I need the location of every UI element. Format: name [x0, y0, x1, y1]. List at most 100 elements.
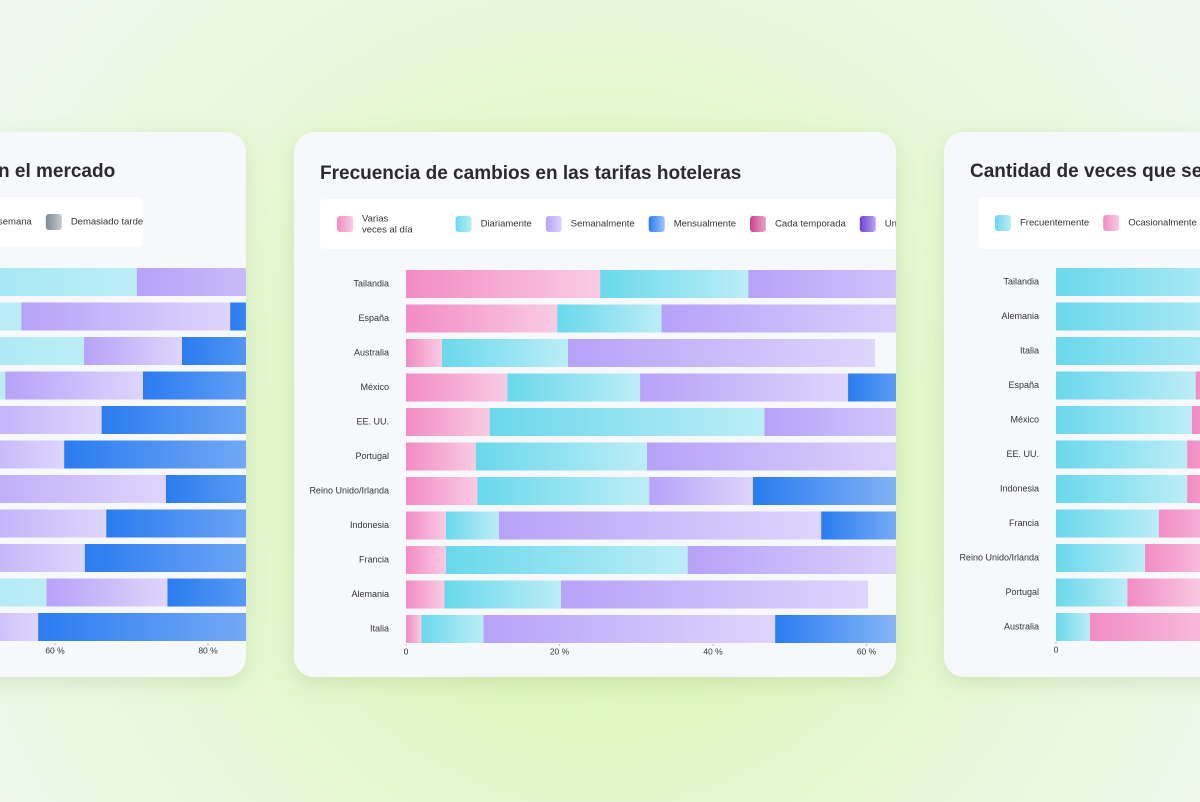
- bar-segment: [46, 578, 168, 607]
- bar-segment: [475, 442, 647, 471]
- category-label: Portugal: [1005, 587, 1039, 597]
- category-label: Reino Unido/Irlanda: [309, 485, 389, 495]
- bar-segment: [406, 304, 558, 333]
- legend-label: Ocasionalmente: [1128, 218, 1197, 229]
- legend-swatch: [859, 216, 876, 232]
- x-tick-label: 80 %: [198, 645, 218, 655]
- chart-title: Cantidad de veces que se: [970, 161, 1200, 182]
- category-label: Tailandia: [353, 278, 389, 288]
- bar-segment: [0, 440, 65, 469]
- bar-segment: [445, 511, 499, 540]
- bar-segment: [1187, 440, 1200, 469]
- bar-segment: [477, 477, 650, 505]
- bar-segment: [406, 546, 446, 574]
- legend-label: Mensualmente: [674, 219, 736, 230]
- x-tick-label: 0: [404, 646, 409, 656]
- bar-segment: [0, 475, 166, 503]
- bar-segment: [181, 337, 246, 365]
- bar-segment: [406, 511, 446, 540]
- bar-segment: [406, 408, 490, 436]
- category-label: Alemania: [351, 589, 389, 599]
- legend-swatch: [648, 216, 665, 232]
- bar-segment: [1056, 268, 1200, 296]
- chart-title: n el mercado: [0, 161, 115, 182]
- category-label: Portugal: [355, 451, 389, 461]
- category-label: Indonesia: [350, 520, 389, 530]
- category-label: México: [360, 382, 389, 392]
- category-label: Australia: [354, 347, 389, 357]
- bar-segment: [106, 509, 246, 538]
- bar-segment: [84, 337, 182, 365]
- bar-segment: [142, 371, 246, 400]
- bar-segment: [661, 304, 896, 333]
- bar-segment: [406, 442, 476, 471]
- bar-segment: [38, 613, 246, 641]
- bar-segment: [640, 373, 849, 402]
- bar-segment: [406, 270, 601, 298]
- legend-label: Demasiado tarde: [71, 217, 143, 228]
- x-tick-label: 60 %: [45, 645, 65, 655]
- bar-segment: [1056, 509, 1159, 538]
- legend-swatch: [455, 216, 472, 232]
- legend-box: [320, 199, 896, 249]
- bar-segment: [0, 613, 39, 641]
- x-tick-label: 20 %: [550, 646, 570, 656]
- bar-segment: [165, 475, 246, 503]
- bar-segment: [0, 509, 107, 538]
- bar-segment: [64, 440, 246, 469]
- bar-segment: [406, 373, 508, 402]
- bar-segment: [821, 511, 896, 540]
- chart-card: Frecuencia de cambios en las tarifas hot…: [309, 163, 948, 656]
- bar-segment: [1191, 406, 1200, 434]
- bar-segment: [1187, 475, 1200, 503]
- bar-segment: [444, 580, 562, 609]
- category-label: Francia: [359, 554, 389, 564]
- legend-swatch: [995, 215, 1011, 231]
- chart-title: Frecuencia de cambios en las tarifas hot…: [320, 163, 741, 184]
- chart-card: n el mercado semana Demasiado tarde 60 % 80 …: [0, 161, 246, 655]
- chart-card: Cantidad de veces que se Frecuentemente Oc…: [959, 161, 1200, 654]
- bar-segment: [483, 615, 776, 643]
- legend-swatch: [545, 216, 562, 232]
- bar-segment: [507, 373, 641, 402]
- category-label: Tailandia: [1003, 276, 1039, 286]
- bar-segment: [5, 371, 143, 400]
- bar-segment: [752, 477, 896, 505]
- bar-segment: [442, 339, 568, 367]
- bar-segment: [0, 578, 47, 607]
- bar-segment: [1056, 613, 1090, 641]
- category-label: España: [358, 313, 389, 323]
- bar-segment: [567, 339, 875, 367]
- category-label: México: [1010, 414, 1039, 424]
- category-label: Australia: [1004, 621, 1039, 631]
- bar-segment: [445, 546, 688, 574]
- bar-segment: [0, 544, 85, 572]
- legend-label: Cada temporada: [775, 219, 846, 230]
- bar-segment: [646, 442, 896, 471]
- legend-label: Semanalmente: [571, 219, 635, 230]
- bar-segment: [1089, 613, 1200, 641]
- bar-segment: [1056, 302, 1200, 331]
- bar-segment: [1145, 544, 1200, 572]
- category-label: EE. UU.: [356, 416, 389, 426]
- category-label: Reino Unido/Irlanda: [959, 552, 1039, 562]
- legend-swatch: [1103, 215, 1120, 231]
- bar-segment: [1056, 371, 1196, 400]
- bar-segment: [1158, 509, 1200, 538]
- bar-segment: [848, 373, 896, 402]
- bar-segment: [0, 406, 102, 434]
- legend-label: Frecuentemente: [1020, 218, 1089, 229]
- bar-segment: [167, 578, 246, 607]
- category-label: Alemania: [1001, 311, 1039, 321]
- legend-label: Una vez al año: [885, 219, 948, 230]
- bar-segment: [421, 615, 484, 643]
- legend-label: Diariamente: [481, 219, 532, 230]
- category-label: Francia: [1009, 518, 1039, 528]
- legend-swatch: [45, 214, 62, 230]
- bar-segment: [136, 268, 246, 296]
- bar-segment: [1195, 371, 1200, 400]
- category-label: Italia: [370, 623, 389, 633]
- bar-segment: [101, 406, 246, 434]
